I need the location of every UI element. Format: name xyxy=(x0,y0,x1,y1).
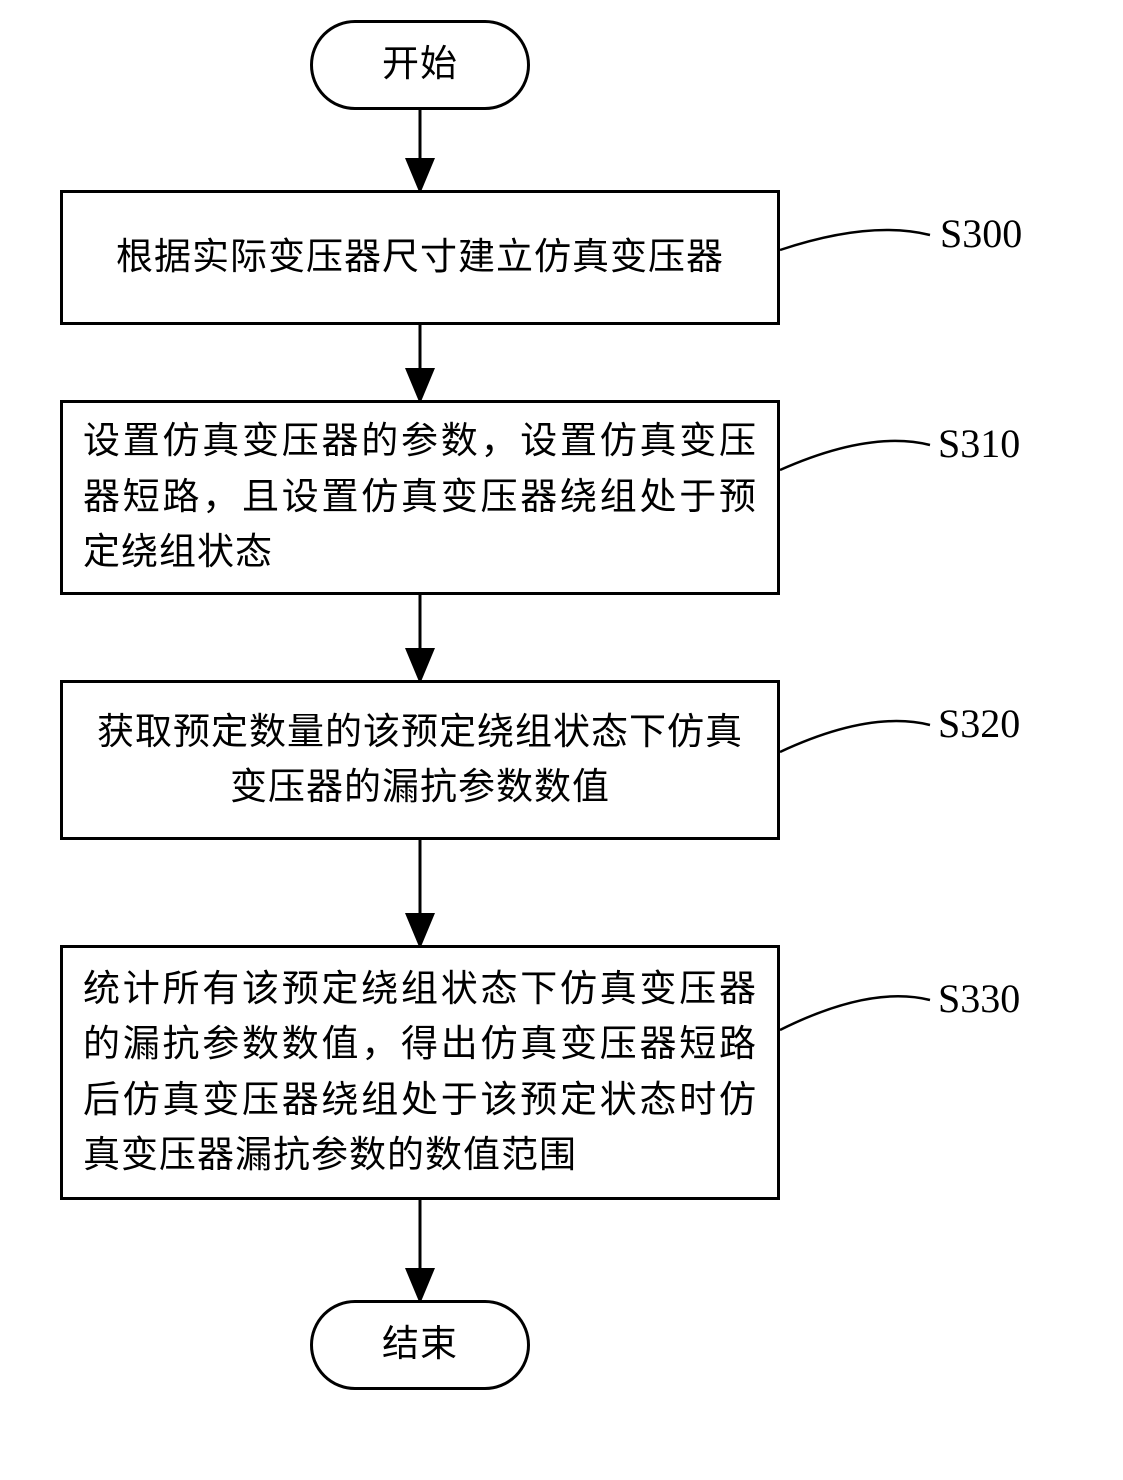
process-s300-text: 根据实际变压器尺寸建立仿真变压器 xyxy=(116,230,724,286)
process-s320: 获取预定数量的该预定绕组状态下仿真变压器的漏抗参数数值 xyxy=(60,680,780,840)
process-s330: 统计所有该预定绕组状态下仿真变压器的漏抗参数数值，得出仿真变压器短路后仿真变压器… xyxy=(60,945,780,1200)
label-s330: S330 xyxy=(938,975,1020,1022)
label-s310: S310 xyxy=(938,420,1020,467)
process-s330-text: 统计所有该预定绕组状态下仿真变压器的漏抗参数数值，得出仿真变压器短路后仿真变压器… xyxy=(83,962,757,1184)
process-s310-text: 设置仿真变压器的参数，设置仿真变压器短路，且设置仿真变压器绕组处于预定绕组状态 xyxy=(83,414,757,581)
process-s320-text: 获取预定数量的该预定绕组状态下仿真变压器的漏抗参数数值 xyxy=(83,705,757,816)
label-s320: S320 xyxy=(938,700,1020,747)
terminal-end-text: 结束 xyxy=(382,1317,458,1373)
terminal-start-text: 开始 xyxy=(382,37,458,93)
label-s300: S300 xyxy=(940,210,1022,257)
terminal-start: 开始 xyxy=(310,20,530,110)
process-s310: 设置仿真变压器的参数，设置仿真变压器短路，且设置仿真变压器绕组处于预定绕组状态 xyxy=(60,400,780,595)
terminal-end: 结束 xyxy=(310,1300,530,1390)
flowchart-container: 开始 根据实际变压器尺寸建立仿真变压器 S300 设置仿真变压器的参数，设置仿真… xyxy=(0,0,1123,1480)
process-s300: 根据实际变压器尺寸建立仿真变压器 xyxy=(60,190,780,325)
